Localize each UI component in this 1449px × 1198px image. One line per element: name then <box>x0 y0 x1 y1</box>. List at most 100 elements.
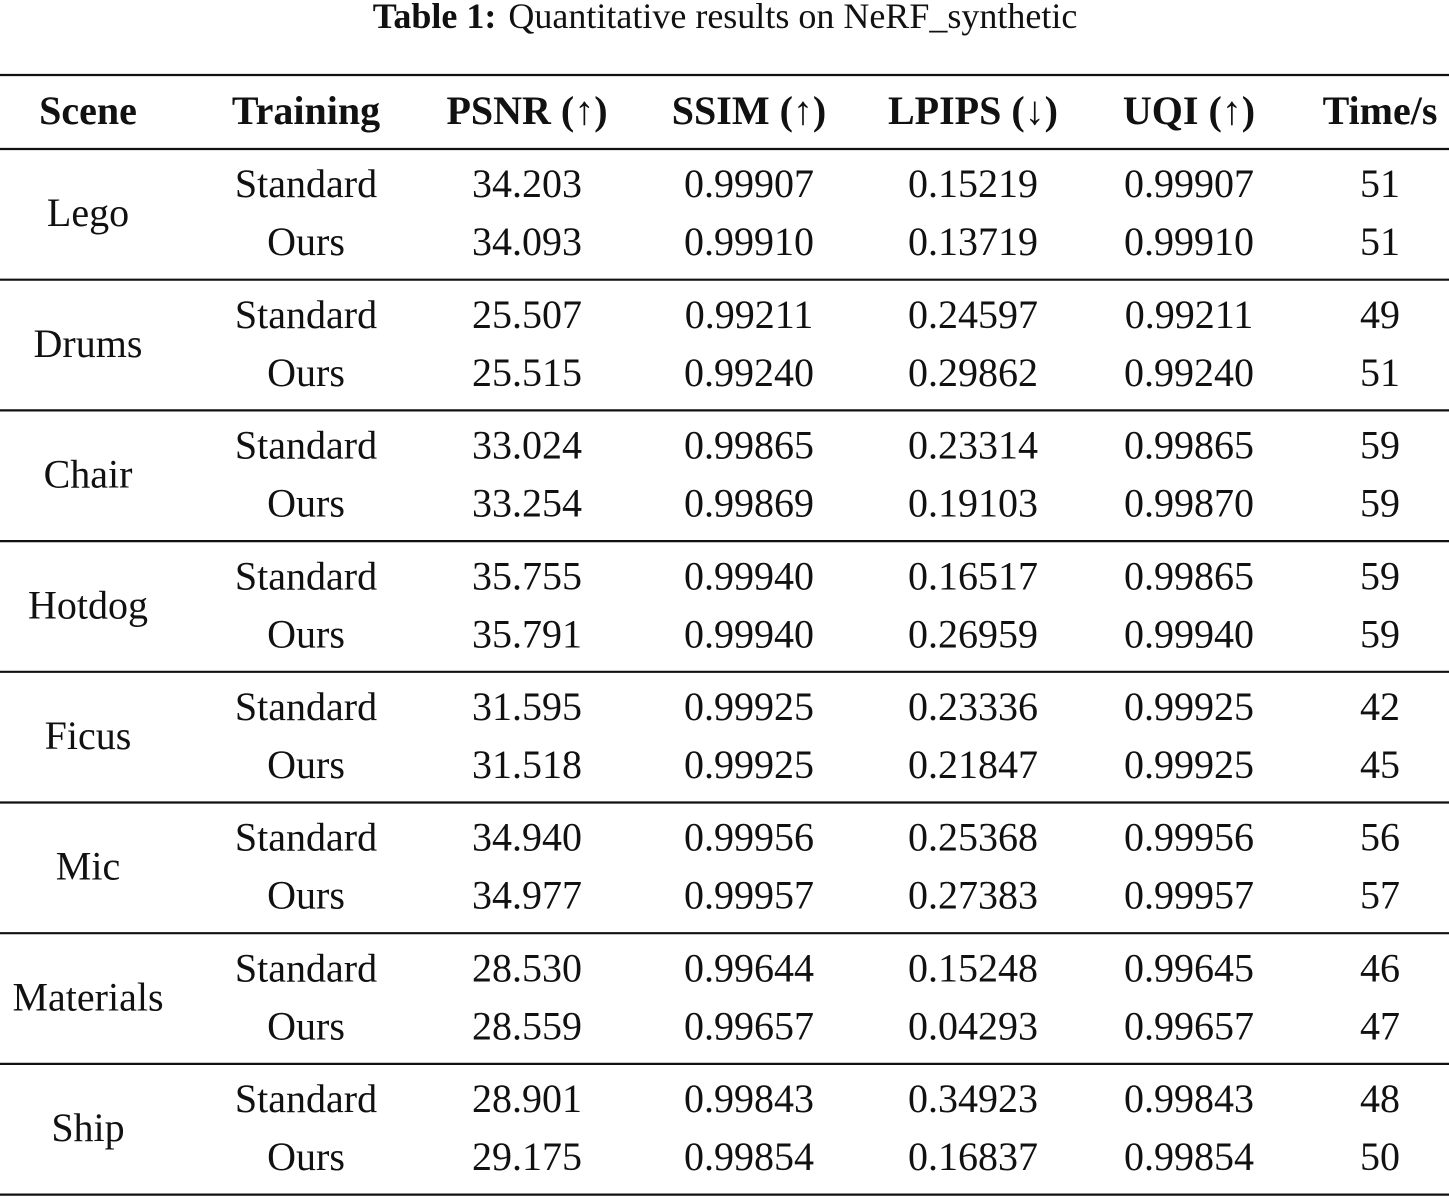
cell: Ours <box>267 1003 345 1048</box>
cell: 0.99925 <box>1124 684 1254 729</box>
cell: 0.23314 <box>908 423 1038 468</box>
scene-cell: Chair <box>44 452 133 497</box>
cell: 59 <box>1360 423 1400 468</box>
cell: 28.530 <box>472 945 582 990</box>
scene-cell: Ficus <box>45 713 132 758</box>
cell: 34.940 <box>472 815 582 860</box>
cell: 25.507 <box>472 292 582 337</box>
scene-cell: Hotdog <box>28 582 148 627</box>
cell: 57 <box>1360 873 1400 918</box>
cell: 50 <box>1360 1134 1400 1179</box>
cell: 0.99869 <box>684 481 814 526</box>
cell: 0.99645 <box>1124 945 1254 990</box>
cell: 25.515 <box>472 350 582 395</box>
cell: 0.25368 <box>908 815 1038 860</box>
cell: 35.791 <box>472 611 582 656</box>
cell: Ours <box>267 481 345 526</box>
cell: 0.16837 <box>908 1134 1038 1179</box>
cell: 0.15219 <box>908 161 1038 206</box>
cell: 0.99865 <box>1124 423 1254 468</box>
cell: 34.203 <box>472 161 582 206</box>
cell: Ours <box>267 350 345 395</box>
cell: 51 <box>1360 350 1400 395</box>
caption: Table 1: Quantitative results on NeRF_syn… <box>373 0 1078 36</box>
cell: 0.99940 <box>684 611 814 656</box>
cell: 47 <box>1360 1003 1400 1048</box>
cell: 0.99240 <box>1124 350 1254 395</box>
cell: 0.99910 <box>1124 219 1254 264</box>
cell: 0.99870 <box>1124 481 1254 526</box>
cell: 0.99657 <box>684 1003 814 1048</box>
cell: 0.19103 <box>908 481 1038 526</box>
cell: Standard <box>235 684 377 729</box>
cell: 51 <box>1360 219 1400 264</box>
cell: 33.024 <box>472 423 582 468</box>
cell: 33.254 <box>472 481 582 526</box>
scene-cell: Ship <box>51 1105 124 1150</box>
cell: 59 <box>1360 611 1400 656</box>
cell: 49 <box>1360 292 1400 337</box>
cell: 31.595 <box>472 684 582 729</box>
cell: Standard <box>235 1076 377 1121</box>
cell: 31.518 <box>472 742 582 787</box>
cell: 0.99854 <box>684 1134 814 1179</box>
cell: 0.21847 <box>908 742 1038 787</box>
cell: 0.99925 <box>1124 742 1254 787</box>
cell: 48 <box>1360 1076 1400 1121</box>
header-cell: LPIPS (↓) <box>888 88 1058 133</box>
cell: 0.29862 <box>908 350 1038 395</box>
cell: 0.24597 <box>908 292 1038 337</box>
cell: 29.175 <box>472 1134 582 1179</box>
cell: 0.99907 <box>1124 161 1254 206</box>
cell: 0.99940 <box>1124 611 1254 656</box>
cell: 0.15248 <box>908 945 1038 990</box>
cell: 0.99843 <box>1124 1076 1254 1121</box>
cell: 0.99865 <box>1124 553 1254 598</box>
cell: Ours <box>267 1134 345 1179</box>
cell: 0.23336 <box>908 684 1038 729</box>
cell: 0.99956 <box>684 815 814 860</box>
scene-cell: Materials <box>12 974 163 1019</box>
cell: Standard <box>235 423 377 468</box>
header-cell: PSNR (↑) <box>446 88 607 133</box>
cell: Ours <box>267 742 345 787</box>
cell: Standard <box>235 945 377 990</box>
cell: 28.901 <box>472 1076 582 1121</box>
cell: 0.99865 <box>684 423 814 468</box>
cell: 0.99925 <box>684 684 814 729</box>
header-cell: SSIM (↑) <box>672 88 826 133</box>
scene-cell: Drums <box>34 321 143 366</box>
cell: 0.99854 <box>1124 1134 1254 1179</box>
cell: 0.99657 <box>1124 1003 1254 1048</box>
header-cell: UQI (↑) <box>1123 88 1255 133</box>
cell: 0.99644 <box>684 945 814 990</box>
scene-cell: Mic <box>56 844 120 889</box>
cell: 0.99211 <box>1125 292 1254 337</box>
cell: 59 <box>1360 553 1400 598</box>
cell: 28.559 <box>472 1003 582 1048</box>
cell: 34.093 <box>472 219 582 264</box>
cell: 42 <box>1360 684 1400 729</box>
cell: 0.99907 <box>684 161 814 206</box>
cell: 46 <box>1360 945 1400 990</box>
cell: Ours <box>267 219 345 264</box>
cell: 35.755 <box>472 553 582 598</box>
cell: 0.99910 <box>684 219 814 264</box>
cell: 51 <box>1360 161 1400 206</box>
cell: 0.34923 <box>908 1076 1038 1121</box>
scene-cell: Lego <box>47 190 129 235</box>
header-cell: Training <box>232 88 380 133</box>
cell: 0.99940 <box>684 553 814 598</box>
cell: Standard <box>235 815 377 860</box>
cell: Standard <box>235 161 377 206</box>
cell: 0.13719 <box>908 219 1038 264</box>
cell: 0.99211 <box>685 292 814 337</box>
caption-text: Quantitative results on NeRF_synthetic <box>508 0 1077 36</box>
cell: 0.27383 <box>908 873 1038 918</box>
cell: 59 <box>1360 481 1400 526</box>
cell: Ours <box>267 611 345 656</box>
cell: 0.99957 <box>1124 873 1254 918</box>
cell: 45 <box>1360 742 1400 787</box>
cell: 0.99925 <box>684 742 814 787</box>
